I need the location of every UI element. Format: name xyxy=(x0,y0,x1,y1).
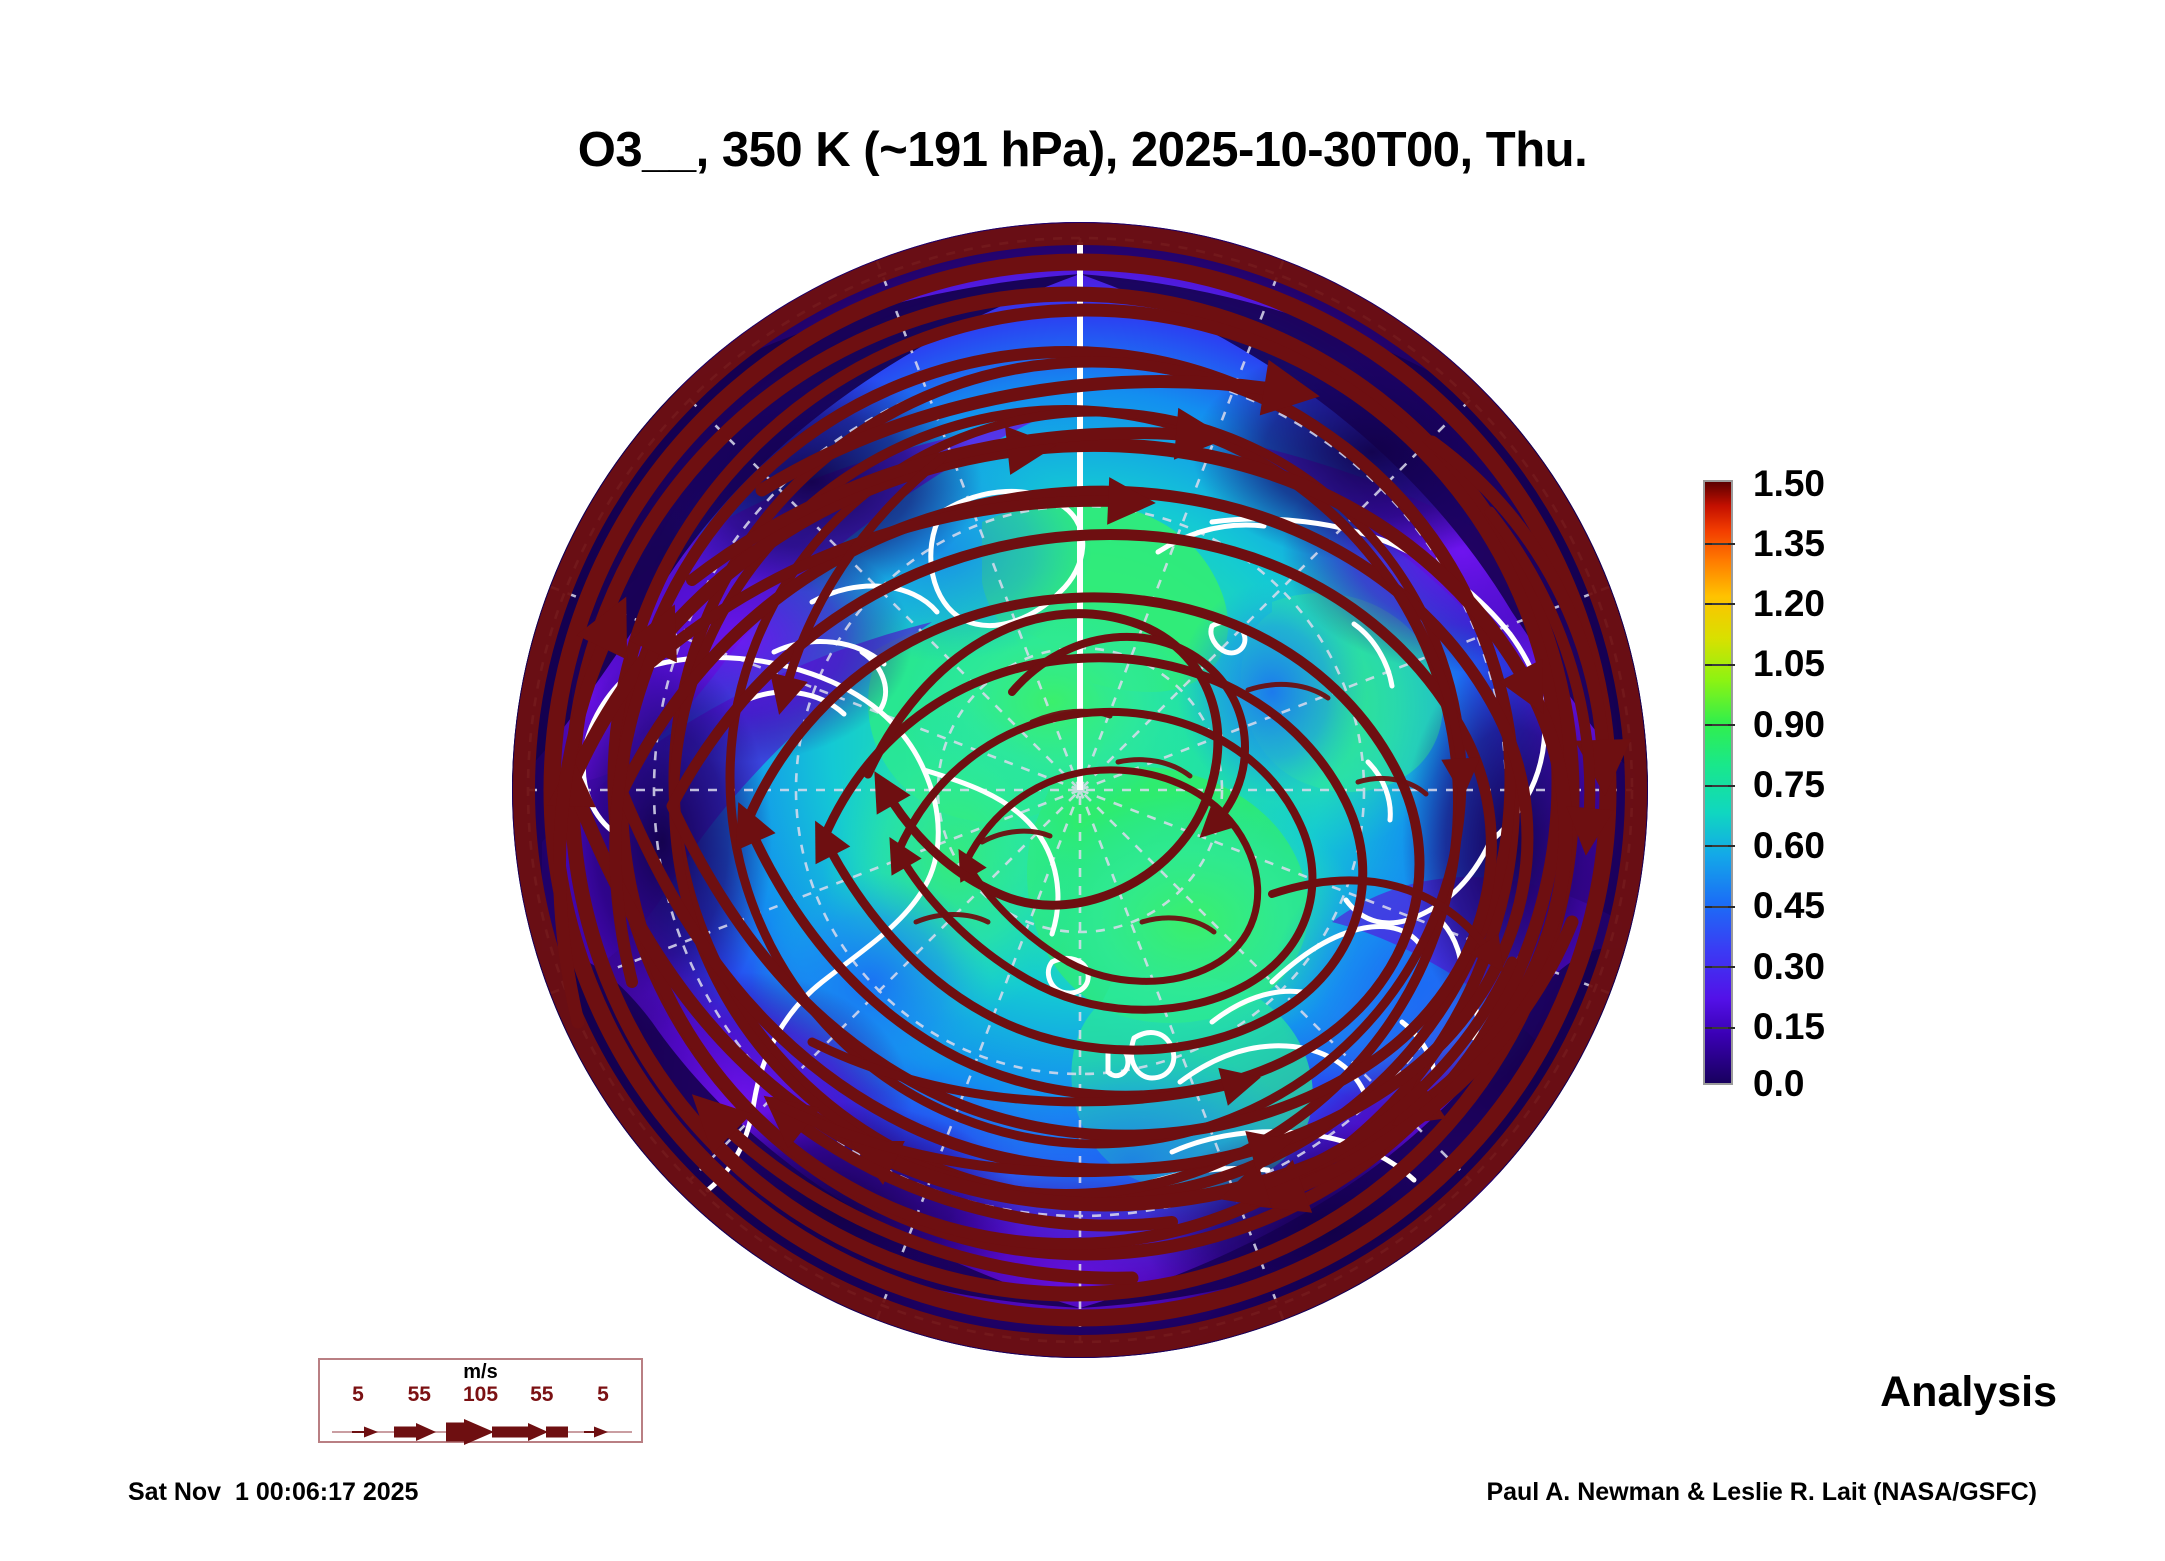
colorbar-tick xyxy=(1705,1026,1735,1029)
colorbar-label-090: 0.90 xyxy=(1753,704,1826,745)
colorbar-tick xyxy=(1705,966,1735,968)
colorbar-label-060: 0.60 xyxy=(1753,825,1826,866)
wind-legend-unit-label: m/s xyxy=(463,1361,498,1383)
colorbar-label-000: 0.0 xyxy=(1753,1063,1805,1104)
wind-legend-arrow-glyphs xyxy=(332,1419,632,1445)
colorbar-tick xyxy=(1705,784,1735,787)
author-credit: Paul A. Newman & Leslie R. Lait (NASA/GS… xyxy=(1486,1478,2037,1506)
colorbar-tick xyxy=(1705,845,1735,847)
colorbar-tick xyxy=(1705,603,1735,605)
colorbar-tick xyxy=(1705,724,1735,726)
colorbar-tick xyxy=(1705,905,1735,908)
colorbar-tick xyxy=(1705,542,1735,545)
wind-legend-value-5: 5 xyxy=(597,1383,609,1406)
colorbar-label-030: 0.30 xyxy=(1753,946,1826,987)
analysis-label: Analysis xyxy=(1880,1368,2057,1416)
generation-timestamp: Sat Nov 1 00:06:17 2025 xyxy=(128,1478,419,1506)
colorbar-label-135: 1.35 xyxy=(1753,523,1826,564)
wind-legend-value-2: 55 xyxy=(407,1383,431,1406)
colorbar-label-105: 1.05 xyxy=(1753,643,1826,684)
wind-speed-legend: m/s 5 55 105 55 5 xyxy=(318,1358,643,1445)
streamline-layer xyxy=(513,223,1647,1357)
colorbar-label-120: 1.20 xyxy=(1753,583,1826,624)
wind-legend-values: 5 55 105 55 5 xyxy=(330,1383,631,1407)
colorbar-label-045: 0.45 xyxy=(1753,885,1826,926)
colorbar-tick xyxy=(1705,663,1735,666)
polar-map-panel[interactable] xyxy=(512,222,1648,1358)
colorbar-label-015: 0.15 xyxy=(1753,1006,1826,1047)
colorbar: 1.50 1.35 1.20 1.05 0.90 0.75 0.60 0.45 … xyxy=(1703,463,2003,1104)
page-title: O3__, 350 K (~191 hPa), 2025-10-30T00, T… xyxy=(577,123,1588,177)
map-disc xyxy=(512,222,1648,1358)
wind-legend-value-1: 5 xyxy=(352,1383,364,1406)
colorbar-label-075: 0.75 xyxy=(1753,764,1826,805)
wind-legend-value-3: 105 xyxy=(462,1383,499,1406)
wind-legend-value-4: 55 xyxy=(530,1383,554,1406)
colorbar-label-150: 1.50 xyxy=(1753,463,1826,504)
colorbar-gradient xyxy=(1703,480,1735,1085)
